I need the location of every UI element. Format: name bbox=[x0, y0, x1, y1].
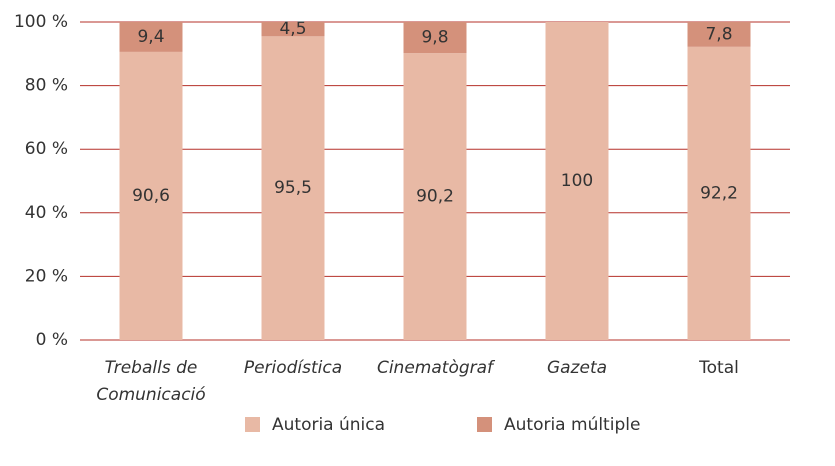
y-tick-label: 20 % bbox=[25, 266, 68, 286]
x-tick-label: Cinematògraf bbox=[377, 358, 496, 378]
y-tick-label: 0 % bbox=[36, 330, 68, 350]
bar-segment bbox=[403, 53, 467, 340]
legend-swatch bbox=[477, 417, 492, 432]
x-tick-label: Gazeta bbox=[547, 358, 607, 378]
y-tick-label: 80 % bbox=[25, 76, 68, 96]
data-label: 90,2 bbox=[416, 187, 454, 207]
y-tick-label: 40 % bbox=[25, 203, 68, 223]
x-tick-line: Gazeta bbox=[547, 358, 607, 378]
x-tick-line: Total bbox=[698, 358, 739, 378]
x-tick-label: Treballs de Comunicació bbox=[96, 358, 205, 405]
bar-segment bbox=[119, 51, 183, 340]
data-label: 7,8 bbox=[705, 24, 732, 44]
x-tick-line: Cinematògraf bbox=[377, 358, 496, 378]
bar-segment bbox=[687, 22, 751, 47]
x-tick-line: Periodística bbox=[244, 358, 342, 378]
bar-segment bbox=[119, 22, 183, 52]
data-label: 90,6 bbox=[132, 186, 170, 206]
data-label: 95,5 bbox=[274, 178, 312, 198]
x-tick-line: Comunicació bbox=[96, 385, 205, 405]
bar-segment bbox=[545, 22, 609, 340]
data-label: 9,8 bbox=[421, 28, 448, 48]
data-label: 100 bbox=[561, 171, 593, 191]
legend-label: Autoria múltiple bbox=[504, 415, 640, 435]
x-tick-line: Treballs de bbox=[105, 358, 198, 378]
bar-segment bbox=[403, 22, 467, 54]
legend-swatch bbox=[245, 417, 260, 432]
x-tick-label: Periodística bbox=[244, 358, 342, 378]
data-label: 92,2 bbox=[700, 183, 738, 203]
y-tick-label: 60 % bbox=[25, 139, 68, 159]
data-label: 9,4 bbox=[137, 27, 164, 47]
data-label: 4,5 bbox=[279, 19, 306, 39]
x-tick-label: Total bbox=[698, 358, 739, 378]
bar-segment bbox=[687, 46, 751, 340]
bar-segment bbox=[261, 22, 325, 37]
legend-label: Autoria única bbox=[272, 415, 385, 435]
bar-segment bbox=[261, 36, 325, 341]
y-tick-label: 100 % bbox=[14, 12, 68, 32]
